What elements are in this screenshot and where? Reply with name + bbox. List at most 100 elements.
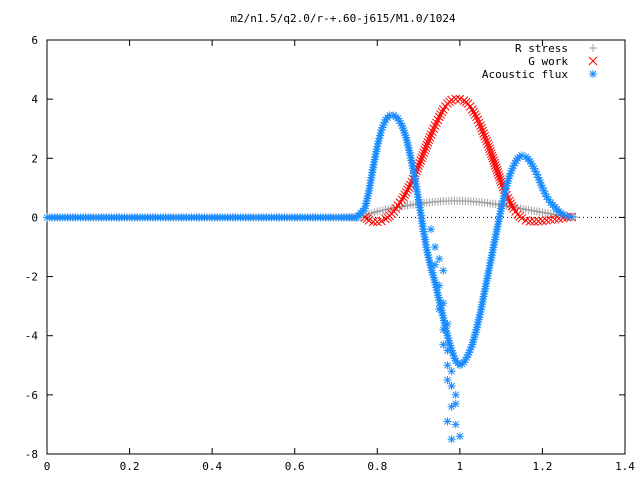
cross-point [476,121,485,131]
cross-point [542,216,551,225]
star-point [435,254,444,263]
star-point-fill [364,189,373,198]
legend-cross-icon [588,56,598,66]
cross-point-fill [433,115,443,125]
cross-point [405,180,415,190]
cross-point [434,112,444,122]
cross-point-fill [403,185,412,195]
star-point-fill [423,248,432,257]
star-point-fill [492,227,501,236]
y-axis: 6 4 2 0 -2 -4 -6 -8 [25,34,625,461]
star-point-fill [418,219,427,228]
y-tick-label: -6 [25,389,38,402]
plus-point-fill [403,201,412,210]
star-point-fill [61,213,70,222]
star-point-fill [430,276,439,285]
cross-point [533,216,543,226]
star-point-fill [414,193,423,202]
plus-point-fill [370,208,379,217]
cross-point-fill [491,163,501,173]
x-tick-label: 0.4 [202,460,222,473]
star-point [431,243,440,251]
cross-point-fill [427,127,437,137]
cross-point-fill [491,161,500,170]
star-point-fill [453,359,462,368]
plus-point-fill [519,204,528,213]
cross-point-fill [487,151,497,161]
cross-point [368,217,378,227]
cross-point-fill [421,143,431,152]
x-tick-label: 0.8 [367,460,387,473]
cross-point-fill [481,134,491,144]
star-point-fill [409,169,418,178]
star-point [451,399,460,408]
x-tick-label: 1.2 [532,460,552,473]
cross-point-fill [478,126,487,136]
plot-frame [46,39,626,455]
cross-point-fill [404,183,414,192]
star-point [447,435,456,444]
cross-point-fill [515,212,525,221]
star-point-fill [440,319,449,328]
y-tick-label: 2 [31,152,38,165]
star-point [447,367,456,376]
plus-point-fill [527,206,536,215]
star-point [443,361,452,370]
star-point-fill [544,195,553,204]
cross-point-fill [395,198,405,207]
plus-point-fill [535,207,544,216]
star-point-fill [164,213,173,222]
star-point [455,432,464,441]
legend-label: Acoustic flux [482,68,568,81]
star-point [451,420,460,429]
star-point-fill [376,128,385,137]
cross-point [484,142,494,151]
cross-point-fill [479,129,488,138]
cross-point [529,217,539,226]
star-point [426,225,435,234]
star-point-fill [515,152,524,161]
star-point-fill [432,283,441,292]
cross-point [422,140,432,150]
x-tick-label: 1 [457,460,464,473]
cross-point [488,153,498,163]
plot-area [43,94,625,444]
star-point-fill [422,243,431,252]
star-point-fill [523,155,532,164]
cross-point-fill [387,209,397,219]
star-point-fill [474,318,483,327]
y-tick-label: -2 [25,271,38,284]
star-point-fill [557,208,566,217]
y-tick-label: 4 [31,93,38,106]
star-point [439,266,448,275]
cross-point-fill [490,158,499,168]
legend-label: G work [528,55,568,68]
plus-point-fill [486,199,495,208]
cross-point [451,94,461,104]
cross-point-fill [416,156,425,165]
star-point [447,402,456,411]
star-point-fill [438,311,447,320]
cross-point-fill [420,145,430,155]
star-point [439,340,448,349]
legend-star-icon [589,70,597,78]
star-point-fill [363,191,372,200]
star-point-fill [488,248,497,257]
cross-point [426,130,436,139]
star-point [451,390,460,399]
x-tick-label: 0.2 [120,460,140,473]
cross-point-fill [400,190,410,200]
star-point-fill [391,112,400,121]
star-point [447,381,456,390]
cross-point [550,214,560,224]
cross-point-fill [494,170,504,180]
cross-point-fill [474,118,484,128]
cross-point-fill [445,97,454,107]
star-point-fill [496,207,505,216]
cross-point-fill [511,207,520,216]
star-point-fill [380,118,389,127]
star-point-fill [442,329,451,338]
x-axis: 0 0.2 0.4 0.6 0.8 1 1.2 1.4 [44,40,635,473]
cross-point [496,177,506,187]
